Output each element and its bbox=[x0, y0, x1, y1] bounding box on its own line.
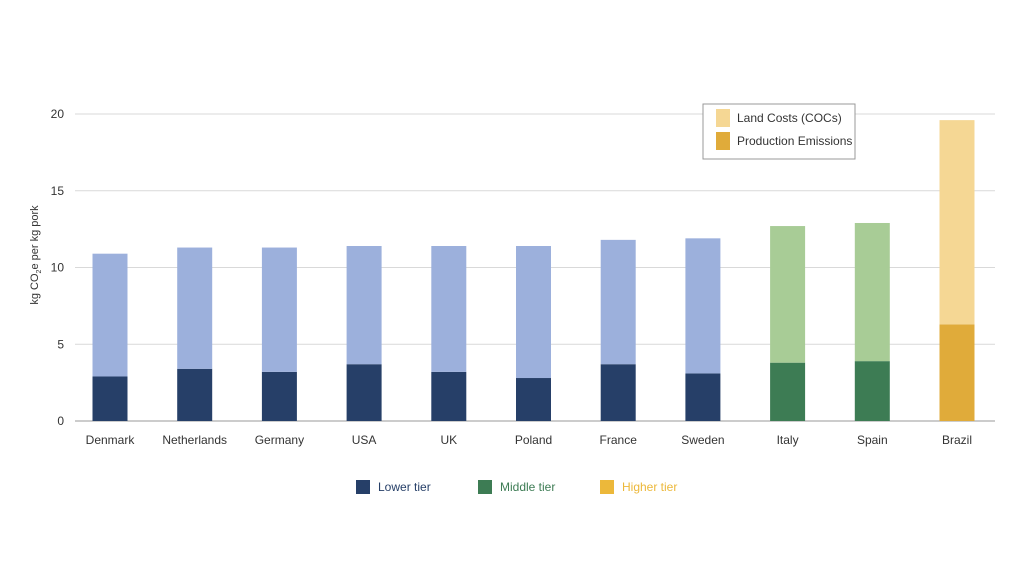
bar-production-germany bbox=[261, 371, 297, 421]
legend-swatch bbox=[716, 109, 730, 127]
y-axis-label: kg CO2e per kg pork bbox=[29, 205, 43, 305]
legend-label: Land Costs (COCs) bbox=[737, 111, 842, 125]
bar-production-uk bbox=[431, 371, 467, 421]
bar-landcost-france bbox=[600, 239, 636, 365]
x-tick-label: UK bbox=[440, 433, 457, 447]
bar-production-spain bbox=[854, 361, 890, 421]
y-tick-labels: 0 5 10 15 20 bbox=[51, 107, 65, 428]
x-tick-labels: Denmark Netherlands Germany USA UK Poland Fran… bbox=[86, 433, 972, 447]
bar-landcost-brazil bbox=[939, 120, 975, 325]
bar-landcost-spain bbox=[854, 222, 890, 362]
tier-label: Lower tier bbox=[378, 480, 431, 494]
legend-series: Land Costs (COCs) Production Emissions bbox=[702, 103, 856, 160]
bar-landcost-germany bbox=[261, 247, 297, 372]
bar-landcost-italy bbox=[770, 226, 806, 363]
bar-landcost-sweden bbox=[685, 238, 721, 374]
y-tick-label: 0 bbox=[57, 414, 64, 428]
bar-production-netherlands bbox=[177, 368, 213, 421]
x-tick-label: Germany bbox=[255, 433, 304, 447]
tier-swatch bbox=[356, 480, 370, 494]
legend-tiers: Lower tier Middle tier Higher tier bbox=[356, 480, 677, 494]
bar-production-denmark bbox=[92, 376, 128, 421]
legend-label: Production Emissions bbox=[737, 134, 852, 148]
x-tick-label: Netherlands bbox=[162, 433, 227, 447]
bar-landcost-usa bbox=[346, 246, 382, 365]
bar-production-usa bbox=[346, 364, 382, 421]
bar-landcost-netherlands bbox=[177, 247, 213, 369]
bar-landcost-uk bbox=[431, 246, 467, 372]
bar-production-italy bbox=[770, 362, 806, 421]
x-tick-label: France bbox=[600, 433, 638, 447]
bar-production-brazil bbox=[939, 324, 975, 421]
y-tick-label: 15 bbox=[51, 184, 65, 198]
bar-landcost-poland bbox=[516, 246, 551, 379]
x-tick-label: USA bbox=[352, 433, 377, 447]
bar-landcost-denmark bbox=[92, 253, 128, 377]
y-tick-label: 10 bbox=[51, 261, 65, 275]
tier-label: Middle tier bbox=[500, 480, 555, 494]
x-tick-label: Brazil bbox=[942, 433, 972, 447]
tier-swatch bbox=[478, 480, 492, 494]
bars bbox=[92, 120, 975, 421]
bar-production-france bbox=[600, 364, 636, 421]
legend-swatch bbox=[716, 132, 730, 150]
y-tick-label: 20 bbox=[51, 107, 65, 121]
tier-label: Higher tier bbox=[622, 480, 677, 494]
y-tick-label: 5 bbox=[57, 337, 64, 351]
x-tick-label: Poland bbox=[515, 433, 552, 447]
x-tick-label: Italy bbox=[777, 433, 799, 447]
bar-production-poland bbox=[516, 378, 551, 421]
x-tick-label: Denmark bbox=[86, 433, 136, 447]
bar-production-sweden bbox=[685, 373, 721, 421]
x-tick-label: Sweden bbox=[681, 433, 724, 447]
x-tick-label: Spain bbox=[857, 433, 888, 447]
tier-swatch bbox=[600, 480, 614, 494]
